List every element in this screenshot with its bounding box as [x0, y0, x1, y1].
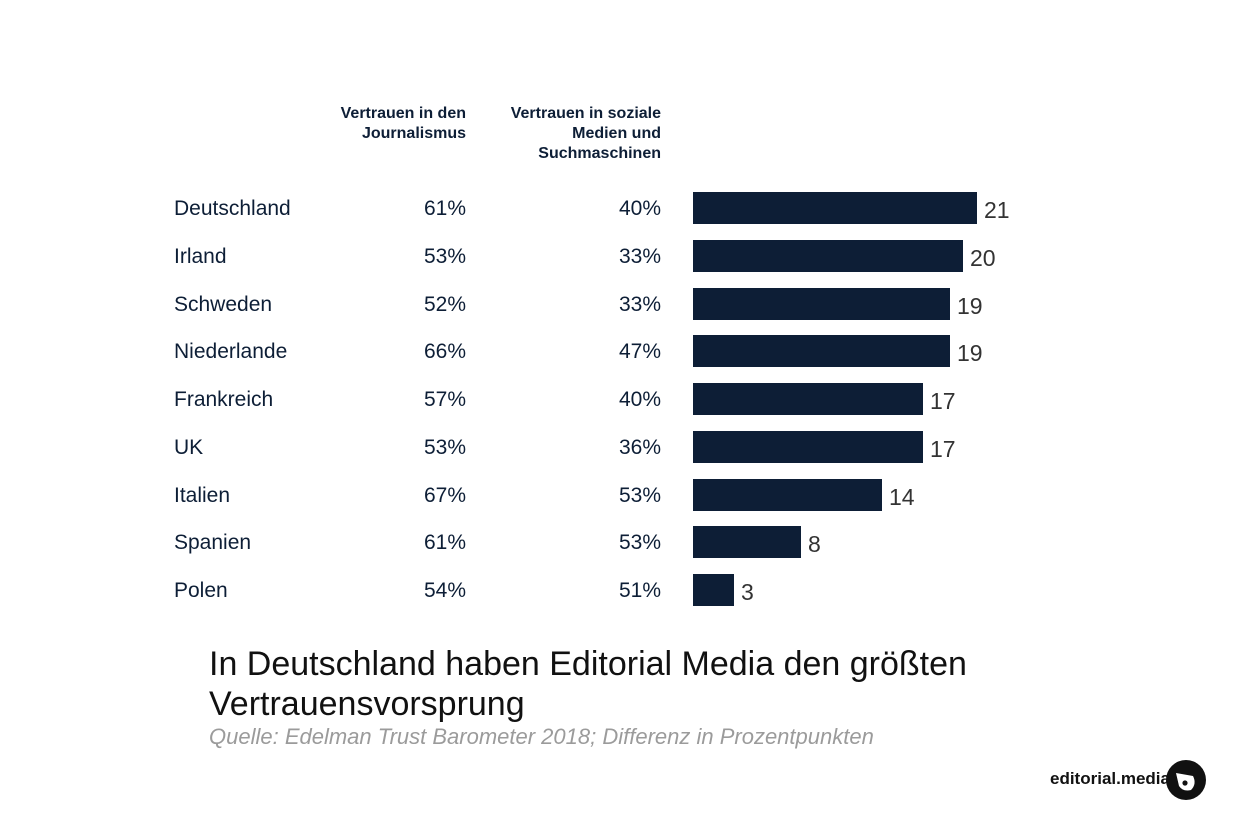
social-media-trust-value: 40%	[618, 388, 661, 411]
country-label: Frankreich	[174, 388, 274, 411]
table-row: Polen 54% 51% 3	[0, 574, 1240, 606]
difference-bar	[693, 240, 963, 272]
social-media-trust-value: 33%	[618, 245, 661, 268]
journalism-trust-value: 66%	[423, 340, 466, 363]
country-label: Niederlande	[174, 340, 288, 363]
social-media-trust-value: 40%	[618, 197, 661, 220]
chart-title: In Deutschland haben Editorial Media den…	[209, 645, 967, 723]
country-label: UK	[174, 436, 204, 459]
editorial-media-logo-icon	[1166, 760, 1206, 800]
difference-bar	[693, 335, 950, 367]
difference-bar	[693, 431, 923, 463]
country-label: Irland	[174, 245, 227, 268]
table-row: Deutschland 61% 40% 21	[0, 192, 1240, 224]
difference-bar	[693, 574, 734, 606]
difference-bar	[693, 479, 882, 511]
journalism-trust-value: 52%	[423, 293, 466, 316]
country-label: Schweden	[174, 293, 273, 316]
difference-bar	[693, 288, 950, 320]
difference-value-label: 21	[984, 197, 1010, 223]
journalism-trust-value: 61%	[423, 197, 466, 220]
table-row: Spanien 61% 53% 8	[0, 526, 1240, 558]
difference-value-label: 19	[957, 293, 983, 319]
journalism-trust-value: 54%	[423, 579, 466, 602]
journalism-trust-value: 61%	[423, 531, 466, 554]
social-media-trust-value: 51%	[618, 579, 661, 602]
social-media-trust-value: 47%	[618, 340, 661, 363]
table-row: UK 53% 36% 17	[0, 431, 1240, 463]
social-media-trust-value: 53%	[618, 531, 661, 554]
difference-bar	[693, 526, 801, 558]
country-label: Spanien	[174, 531, 252, 554]
difference-value-label: 20	[970, 245, 996, 271]
difference-value-label: 8	[808, 531, 821, 557]
journalism-trust-value: 53%	[423, 436, 466, 459]
table-row: Schweden 52% 33% 19	[0, 288, 1240, 320]
social-media-trust-value: 36%	[618, 436, 661, 459]
journalism-trust-value: 53%	[423, 245, 466, 268]
chart-subtitle: Quelle: Edelman Trust Barometer 2018; Di…	[209, 724, 874, 749]
table-row: Irland 53% 33% 20	[0, 240, 1240, 272]
social-media-trust-value: 33%	[618, 293, 661, 316]
difference-bar	[693, 192, 977, 224]
difference-value-label: 17	[930, 436, 956, 462]
table-row: Frankreich 57% 40% 17	[0, 383, 1240, 415]
difference-value-label: 17	[930, 388, 956, 414]
difference-bar	[693, 383, 923, 415]
country-label: Polen	[174, 579, 228, 602]
country-label: Deutschland	[174, 197, 291, 220]
journalism-trust-value: 57%	[423, 388, 466, 411]
difference-value-label: 14	[889, 484, 915, 510]
country-label: Italien	[174, 484, 231, 507]
brand-name: editorial.media	[1050, 769, 1170, 788]
column-header-journalism: Vertrauen in den Journalismus	[340, 105, 466, 142]
difference-value-label: 3	[741, 579, 754, 605]
social-media-trust-value: 53%	[618, 484, 661, 507]
column-header-social-media: Vertrauen in soziale Medien und Suchmasc…	[510, 105, 661, 162]
table-row: Niederlande 66% 47% 19	[0, 335, 1240, 367]
table-row: Italien 67% 53% 14	[0, 479, 1240, 511]
journalism-trust-value: 67%	[423, 484, 466, 507]
difference-value-label: 19	[957, 340, 983, 366]
